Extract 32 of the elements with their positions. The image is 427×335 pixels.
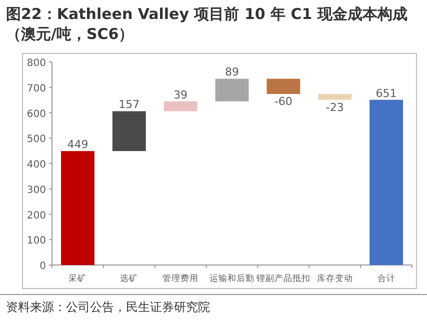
data-label: 449 — [67, 138, 88, 152]
data-label: -60 — [274, 94, 292, 108]
data-label: 157 — [118, 98, 140, 112]
x-tick-label: 库存变动 — [316, 273, 353, 284]
data-label: 39 — [174, 88, 188, 102]
bar — [112, 111, 146, 152]
x-tick-label: 合计 — [377, 273, 396, 284]
y-tick-label: 500 — [26, 134, 46, 146]
bar — [61, 151, 94, 265]
x-tick-label: 运输和后勤 — [210, 273, 254, 284]
x-tick-label: 采矿 — [68, 273, 87, 284]
chart-title: 图22：Kathleen Valley 项目前 10 年 C1 现金成本构成（澳元/吨，SC6） — [6, 4, 408, 44]
y-tick-label: 600 — [26, 108, 46, 120]
data-label: 651 — [376, 86, 397, 100]
x-tick-label: 选矿 — [120, 273, 138, 284]
bar — [215, 78, 249, 102]
y-tick-label: 400 — [26, 160, 46, 170]
y-tick-label: 800 — [26, 58, 46, 69]
y-tick-label: 100 — [26, 236, 46, 247]
data-label: -23 — [326, 100, 344, 114]
bar — [370, 100, 403, 265]
bar — [318, 94, 352, 100]
x-tick-label: 锂副产品抵扣 — [255, 273, 310, 284]
bar — [266, 78, 300, 94]
text: 资料来源：公司公告，民生证券研究院 — [6, 299, 210, 316]
y-tick-label: 0 — [40, 261, 46, 272]
data-label: 89 — [225, 66, 239, 79]
x-tick-label: 管理费用 — [162, 273, 199, 284]
y-tick-label: 200 — [26, 210, 46, 222]
y-tick-label: 300 — [26, 184, 46, 196]
bar — [164, 101, 198, 112]
y-tick-label: 700 — [26, 83, 46, 94]
